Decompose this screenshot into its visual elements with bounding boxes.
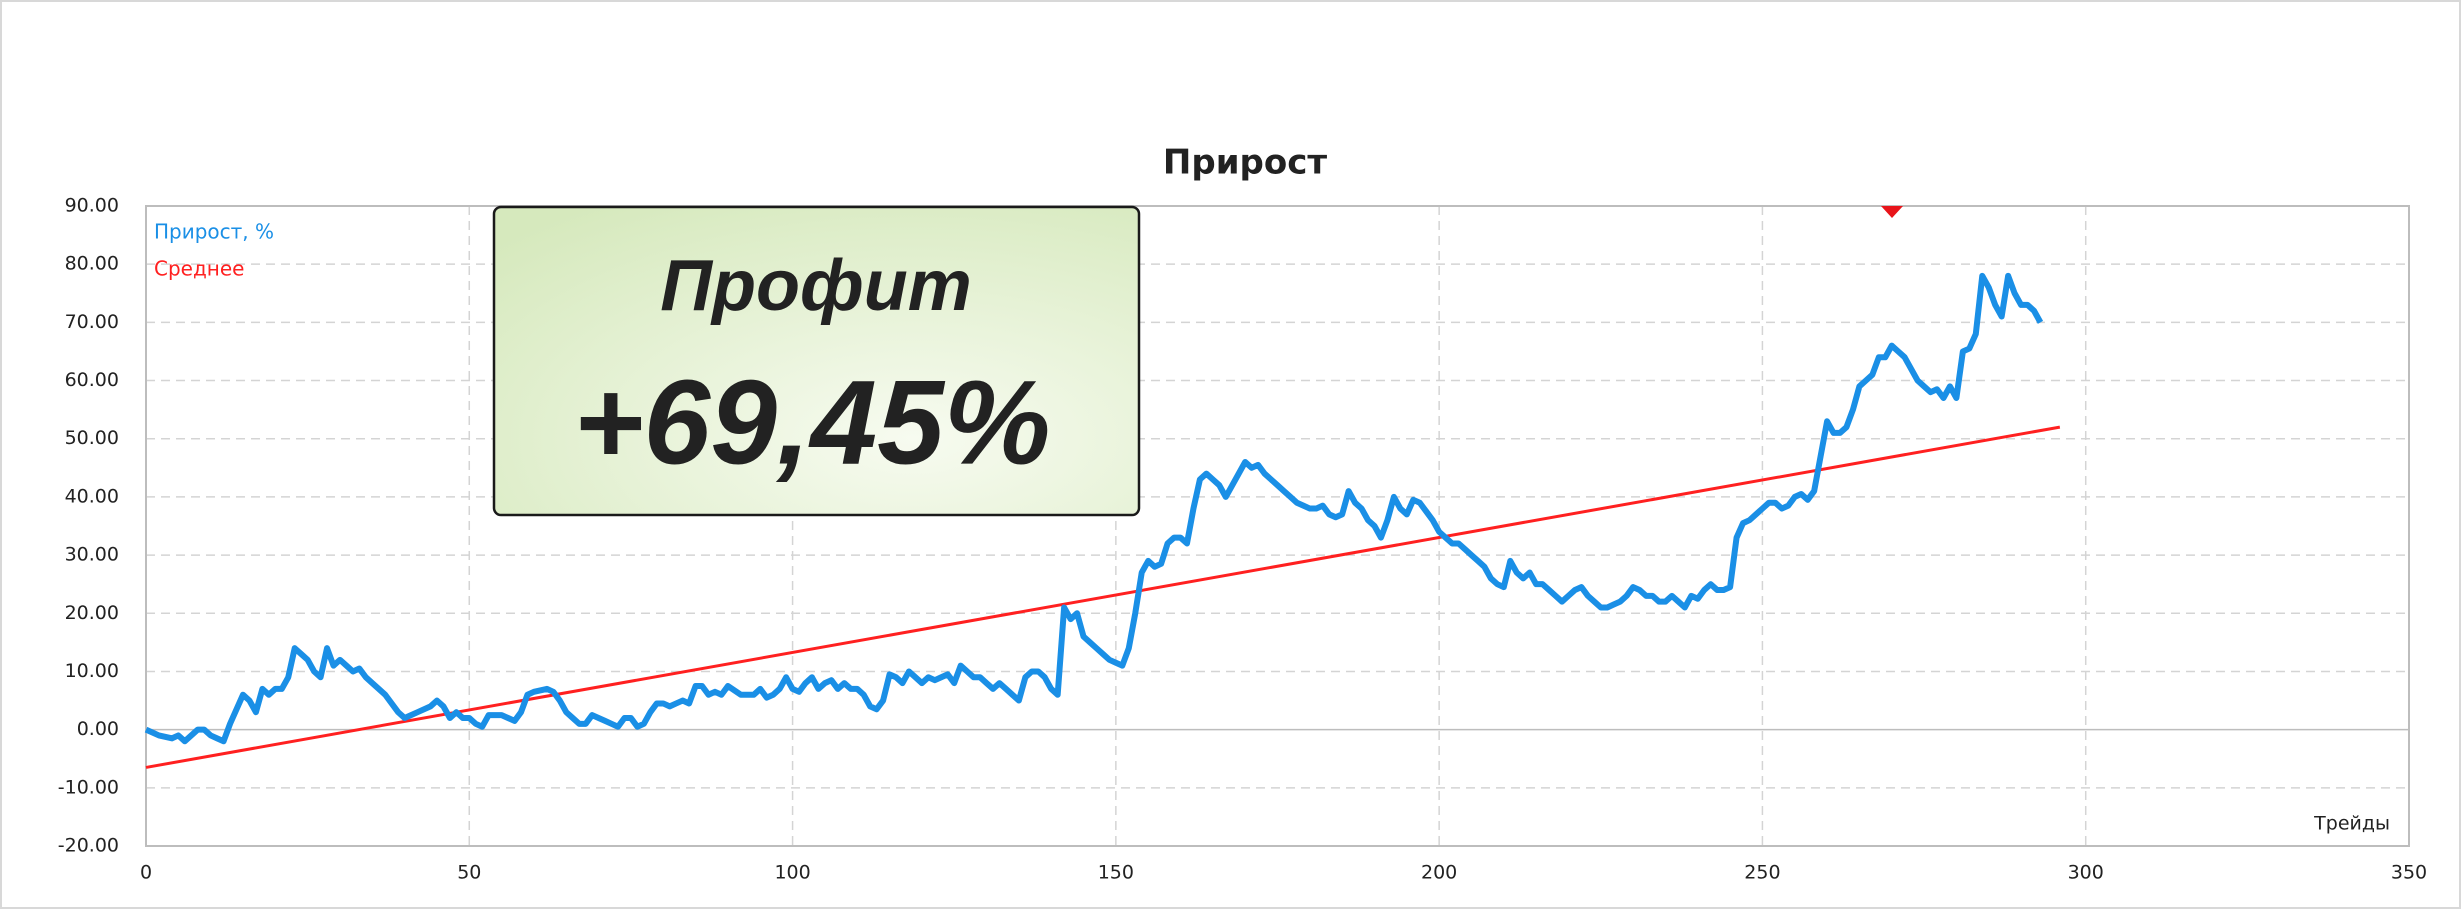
- series-line: [144, 272, 2044, 745]
- series-line: [145, 425, 2061, 769]
- legend-label: Среднее: [154, 257, 244, 281]
- max-marker: [1881, 206, 1903, 218]
- profit-box: [492, 205, 1141, 517]
- legend-label: Прирост, %: [154, 220, 274, 244]
- x-tick-label: 150: [1098, 862, 1134, 884]
- grid: [145, 205, 2410, 847]
- y-tick-label: 50.00: [65, 427, 119, 449]
- x-tick-label: 50: [457, 862, 481, 884]
- y-tick-label: 90.00: [65, 195, 119, 217]
- y-tick-label: 30.00: [65, 544, 119, 566]
- y-tick-label: 70.00: [65, 311, 119, 333]
- profit-label: Профит: [660, 246, 971, 326]
- y-tick-label: 20.00: [65, 602, 119, 624]
- chart-title: Прирост: [1163, 143, 1327, 183]
- y-tick-label: -10.00: [58, 776, 119, 798]
- profit-value: +69,45%: [573, 356, 1050, 490]
- x-tick-label: 350: [2391, 862, 2427, 884]
- lines: [144, 272, 2061, 769]
- x-tick-label: 100: [774, 862, 810, 884]
- y-tick-label: 10.00: [65, 660, 119, 682]
- x-tick-label: 250: [1744, 862, 1780, 884]
- y-tick-label: 60.00: [65, 369, 119, 391]
- x-tick-label: 300: [2068, 862, 2104, 884]
- x-tick-label: 200: [1421, 862, 1457, 884]
- y-tick-label: 80.00: [65, 253, 119, 275]
- y-tick-label: 0.00: [77, 718, 119, 740]
- y-tick-label: 40.00: [65, 485, 119, 507]
- plot-border: [145, 205, 2410, 847]
- x-tick-label: 0: [140, 862, 152, 884]
- x-axis-label: Трейды: [2313, 813, 2390, 835]
- y-tick-label: -20.00: [58, 835, 119, 857]
